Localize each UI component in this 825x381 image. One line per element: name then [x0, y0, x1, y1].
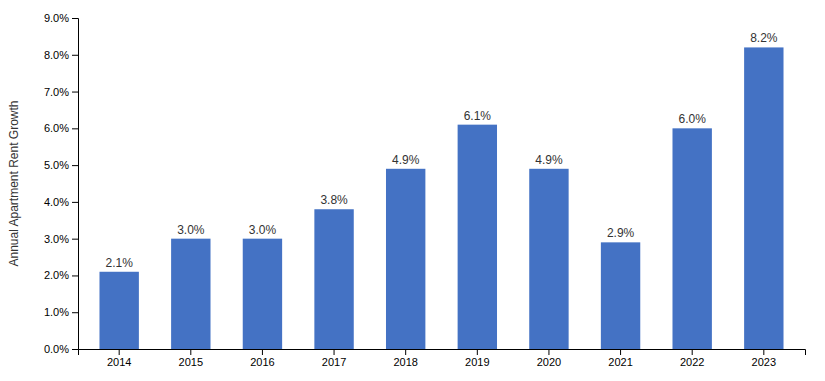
tick-label: 8.0%	[44, 49, 69, 61]
tick-mark	[548, 349, 549, 355]
tick-mark	[72, 55, 78, 56]
tick-label: 2015	[179, 356, 203, 368]
tick-mark	[620, 349, 621, 355]
tick-mark	[72, 128, 78, 129]
x-tick: 2021	[608, 349, 632, 368]
x-tick: 2022	[680, 349, 704, 368]
y-tick: 0.0%	[44, 343, 78, 355]
tick-mark	[190, 349, 191, 355]
y-tick: 5.0%	[44, 159, 78, 171]
data-labels: 2.1% 3.0% 3.0% 3.8% 4.9% 6.1% 4.9% 2.9% 6.0% 8.2%	[106, 31, 778, 269]
bars	[99, 47, 783, 349]
tick-label: 7.0%	[44, 86, 69, 98]
tick-label: 2022	[680, 356, 704, 368]
data-label: 2.9%	[607, 226, 635, 240]
tick-label: 2020	[537, 356, 561, 368]
bar	[386, 169, 425, 349]
x-axis: 2014 2015 2016 2017 2018 2019 2020 2021 2022 2023	[79, 349, 806, 368]
x-tick: 2019	[465, 349, 489, 368]
tick-label: 0.0%	[44, 343, 69, 355]
tick-mark	[119, 349, 120, 355]
tick-mark	[763, 349, 764, 355]
bar	[458, 125, 497, 349]
x-tick: 2023	[752, 349, 776, 368]
y-tick: 9.0%	[44, 12, 78, 24]
tick-label: 3.0%	[44, 233, 69, 245]
bar	[601, 242, 640, 349]
bar	[314, 209, 353, 349]
tick-mark	[72, 202, 78, 203]
chart: 0.0% 1.0% 2.0% 3.0% 4.0% 5.0% 6.0% 7.0% 8.0% 9.0%…	[0, 0, 825, 381]
tick-label: 2014	[107, 356, 131, 368]
data-label: 6.0%	[679, 112, 707, 126]
axis-domain	[79, 350, 806, 356]
data-label: 8.2%	[750, 31, 778, 45]
bar	[672, 128, 711, 349]
y-tick: 1.0%	[44, 306, 78, 318]
y-tick: 6.0%	[44, 122, 78, 134]
tick-label: 2017	[322, 356, 346, 368]
tick-label: 2016	[250, 356, 274, 368]
tick-mark	[334, 349, 335, 355]
tick-mark	[72, 92, 78, 93]
tick-label: 2.0%	[44, 269, 69, 281]
tick-label: 6.0%	[44, 122, 69, 134]
x-tick: 2017	[322, 349, 346, 368]
axis-domain	[72, 19, 79, 350]
bar	[529, 169, 568, 349]
x-tick: 2016	[250, 349, 274, 368]
data-label: 4.9%	[392, 153, 420, 167]
y-tick: 2.0%	[44, 269, 78, 281]
tick-label: 9.0%	[44, 12, 69, 24]
tick-mark	[72, 275, 78, 276]
data-label: 2.1%	[106, 256, 134, 270]
tick-mark	[692, 349, 693, 355]
x-tick: 2018	[393, 349, 417, 368]
tick-label: 1.0%	[44, 306, 69, 318]
tick-label: 4.0%	[44, 196, 69, 208]
tick-mark	[477, 349, 478, 355]
tick-label: 2023	[752, 356, 776, 368]
y-tick: 7.0%	[44, 86, 78, 98]
tick-label: 2018	[393, 356, 417, 368]
tick-label: 2019	[465, 356, 489, 368]
tick-mark	[72, 349, 78, 350]
tick-mark	[72, 18, 78, 19]
bar	[243, 239, 282, 349]
y-tick: 4.0%	[44, 196, 78, 208]
y-tick: 8.0%	[44, 49, 78, 61]
y-axis: 0.0% 1.0% 2.0% 3.0% 4.0% 5.0% 6.0% 7.0% 8.0% 9.0%	[44, 12, 79, 355]
data-label: 3.0%	[249, 223, 277, 237]
tick-mark	[262, 349, 263, 355]
data-label: 3.8%	[320, 193, 348, 207]
tick-mark	[72, 312, 78, 313]
tick-label: 2021	[608, 356, 632, 368]
tick-label: 5.0%	[44, 159, 69, 171]
tick-mark	[405, 349, 406, 355]
bar	[171, 239, 210, 349]
y-tick: 3.0%	[44, 233, 78, 245]
x-tick: 2015	[179, 349, 203, 368]
x-tick: 2020	[537, 349, 561, 368]
data-label: 4.9%	[535, 153, 563, 167]
bar	[99, 272, 138, 349]
data-label: 6.1%	[464, 109, 492, 123]
plot-area: 0.0% 1.0% 2.0% 3.0% 4.0% 5.0% 6.0% 7.0% 8.0% 9.0%…	[44, 12, 806, 368]
x-tick: 2014	[107, 349, 131, 368]
tick-mark	[72, 165, 78, 166]
y-axis-title: Annual Apartment Rent Growth	[7, 100, 21, 266]
tick-mark	[72, 239, 78, 240]
data-label: 3.0%	[177, 223, 205, 237]
bar	[744, 47, 783, 349]
